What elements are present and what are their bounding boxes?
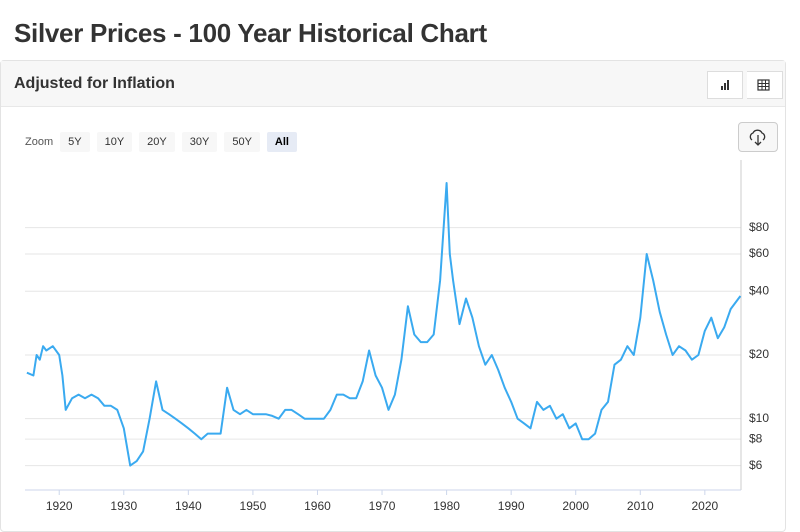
zoom-button[interactable]: 50Y [224, 132, 260, 152]
chart-view-button[interactable] [707, 71, 743, 99]
zoom-button[interactable]: 5Y [60, 132, 90, 152]
card-header: Adjusted for Inflation [1, 61, 785, 107]
zoom-bar: Zoom 5Y 10Y 20Y 30Y 50Y All [25, 132, 297, 152]
chart-card: Adjusted for Inflation [0, 60, 786, 532]
chart-icon [721, 80, 729, 90]
zoom-button[interactable]: 30Y [181, 132, 218, 152]
zoom-button[interactable]: 20Y [139, 132, 175, 152]
zoom-label: Zoom [25, 136, 54, 148]
zoom-button[interactable]: All [266, 132, 297, 152]
page-title: Silver Prices - 100 Year Historical Char… [14, 18, 487, 48]
table-icon [757, 79, 770, 91]
zoom-button[interactable]: 10Y [96, 132, 133, 152]
download-button[interactable] [738, 122, 778, 152]
chart-subtitle: Adjusted for Inflation [14, 75, 175, 92]
table-view-button[interactable] [747, 71, 783, 99]
download-icon [749, 129, 766, 146]
